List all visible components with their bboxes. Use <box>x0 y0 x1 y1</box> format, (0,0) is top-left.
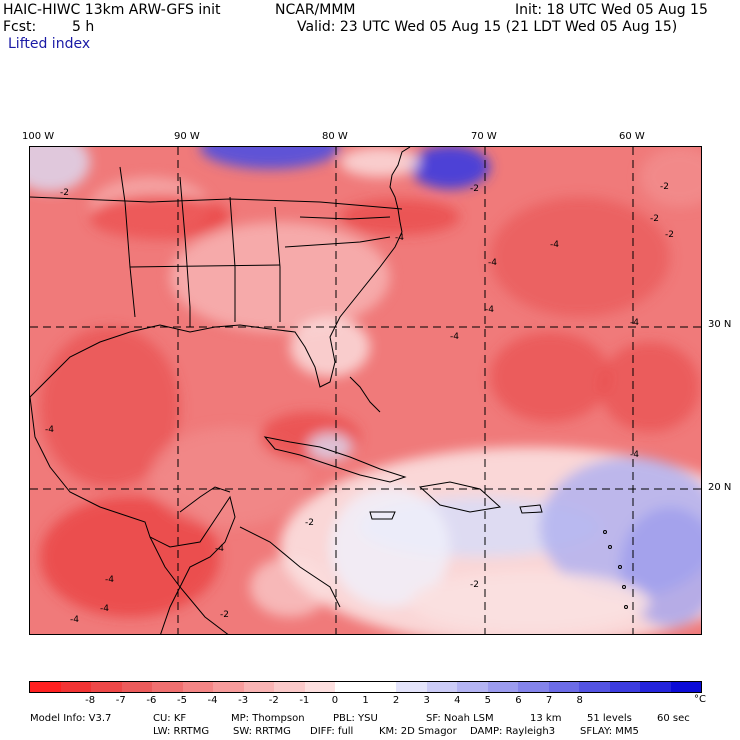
colorbar-swatch <box>182 682 213 692</box>
contour-label: -4 <box>550 240 559 250</box>
footer-timestep: 60 sec <box>657 713 690 724</box>
colorbar-swatch <box>487 682 518 692</box>
colorbar-tick-label: 5 <box>484 695 492 706</box>
colorbar-tick-label: 7 <box>545 695 553 706</box>
colorbar-tick-label: -1 <box>299 695 310 706</box>
contour-label: -2 <box>665 230 674 240</box>
contour-label: -2 <box>305 518 314 528</box>
colorbar-tick-label: 1 <box>362 695 369 706</box>
valid-time: Valid: 23 UTC Wed 05 Aug 15 (21 LDT Wed … <box>297 19 678 35</box>
colorbar-swatch <box>60 682 91 692</box>
lon-label-100w: 100 W <box>22 131 55 142</box>
footer-levels: 51 levels <box>587 713 632 724</box>
contour-label: -4 <box>215 544 224 554</box>
contour-label: -4 <box>105 575 114 585</box>
colorbar-swatch <box>213 682 244 692</box>
colorbar-swatch <box>335 682 366 692</box>
colorbar-tick-label: -3 <box>238 695 249 706</box>
map-canvas: -2 -2 -2 -2 -4 -4 -4 -4 -4 -4 -4 -2 -2 -… <box>30 147 701 634</box>
coastlines <box>30 147 628 634</box>
colorbar-swatch <box>30 682 61 692</box>
colorbar-tick-label: -8 <box>85 695 96 706</box>
footer-damp: DAMP: Rayleigh3 <box>470 726 556 737</box>
colorbar-tick-label: -6 <box>146 695 157 706</box>
colorbar-tick-label: -2 <box>268 695 279 706</box>
footer-sw: SW: RRTMG <box>233 726 291 737</box>
contour-label: -2 <box>470 184 479 194</box>
colorbar-tick-label: 2 <box>392 695 400 706</box>
colorbar-swatch <box>457 682 488 692</box>
colorbar-swatch <box>396 682 427 692</box>
colorbar-tick-label: 3 <box>423 695 430 706</box>
lon-label-80w: 80 W <box>322 131 348 142</box>
contour-label: -4 <box>630 318 639 328</box>
fcst-label: Fcst: <box>3 19 37 35</box>
contour-label: -2 <box>60 188 69 198</box>
colorbar-tick-label: -4 <box>207 695 218 706</box>
colorbar-swatch <box>670 682 701 692</box>
colorbar-swatch <box>365 682 396 692</box>
contour-label: -4 <box>488 258 497 268</box>
colorbar-swatch <box>243 682 274 692</box>
colorbar-swatch <box>518 682 549 692</box>
colorbar-tick-label: 8 <box>576 695 583 706</box>
footer-cu: CU: KF <box>153 713 187 724</box>
field-shading <box>30 147 701 634</box>
colorbar-tick-label: 0 <box>331 695 339 706</box>
fcst-value: 5 h <box>72 19 95 35</box>
contour-label: -2 <box>650 214 659 224</box>
colorbar-swatch <box>152 682 183 692</box>
colorbar-swatch <box>548 682 579 692</box>
colorbar-swatch <box>426 682 457 692</box>
colorbar-tick-label: 4 <box>454 695 461 706</box>
org-label: NCAR/MMM <box>275 2 356 18</box>
footer-resolution: 13 km <box>530 713 562 724</box>
lon-label-90w: 90 W <box>174 131 200 142</box>
field-name: Lifted index <box>8 36 91 52</box>
footer-sflay: SFLAY: MM5 <box>580 726 639 737</box>
lon-label-60w: 60 W <box>619 131 645 142</box>
footer-mp: MP: Thompson <box>231 713 305 724</box>
contour-label: -4 <box>45 425 54 435</box>
contour-label: -4 <box>395 233 404 243</box>
colorbar-swatch <box>609 682 640 692</box>
lat-label-20n: 20 N <box>708 482 732 493</box>
colorbar-tick-label: -5 <box>176 695 187 706</box>
colorbar-unit: °C <box>694 694 706 705</box>
footer-km: KM: 2D Smagor <box>379 726 457 737</box>
contour-label: -4 <box>485 305 494 315</box>
colorbar <box>29 681 702 693</box>
colorbar-swatch <box>304 682 335 692</box>
colorbar-swatch <box>274 682 305 692</box>
contour-label: -2 <box>470 580 479 590</box>
lifted-index-map[interactable]: -2 -2 -2 -2 -4 -4 -4 -4 -4 -4 -4 -2 -2 -… <box>29 146 702 635</box>
footer-model-info: Model Info: V3.7 <box>30 713 112 724</box>
colorbar-tick-label: 6 <box>515 695 522 706</box>
contour-label: -4 <box>100 604 109 614</box>
footer-diff: DIFF: full <box>310 726 354 737</box>
contour-label: -2 <box>220 610 229 620</box>
lat-label-30n: 30 N <box>708 319 732 330</box>
lon-label-70w: 70 W <box>471 131 497 142</box>
graticule <box>30 147 701 634</box>
footer-sf: SF: Noah LSM <box>426 713 494 724</box>
colorbar-swatch <box>91 682 122 692</box>
footer-lw: LW: RRTMG <box>153 726 210 737</box>
contour-label: -4 <box>450 332 459 342</box>
contour-label: -4 <box>630 450 639 460</box>
colorbar-swatch <box>640 682 671 692</box>
colorbar-swatch <box>579 682 610 692</box>
colorbar-tick-label: -7 <box>115 695 126 706</box>
contour-labels: -2 -2 -2 -2 -4 -4 -4 -4 -4 -4 -4 -2 -2 -… <box>45 182 674 625</box>
contour-label: -2 <box>660 182 669 192</box>
footer-pbl: PBL: YSU <box>333 713 378 724</box>
init-time: Init: 18 UTC Wed 05 Aug 15 <box>515 2 708 18</box>
colorbar-swatch <box>121 682 152 692</box>
model-title: HAIC-HIWC 13km ARW-GFS init <box>3 2 221 18</box>
contour-label: -4 <box>70 615 79 625</box>
